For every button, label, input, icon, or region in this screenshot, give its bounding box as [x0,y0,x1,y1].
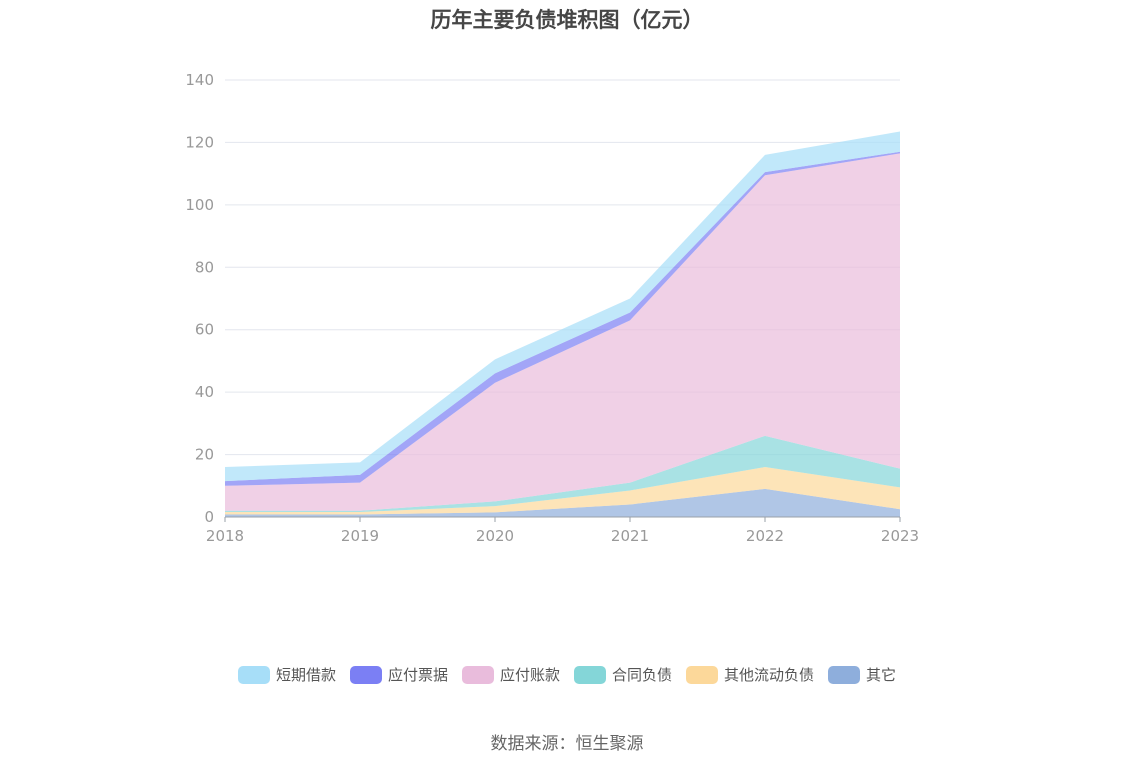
legend-swatch [574,665,606,684]
legend-swatch [828,665,861,684]
legend-label: 其它 [866,666,897,684]
chart-legend: 短期借款 应付票据 应付账款 合同负债 其他流动负债 其它 [0,664,1134,685]
data-source-note: 数据来源：恒生聚源 [490,734,644,754]
legend-item-others[interactable]: 其它 [828,664,896,685]
legend-label: 合同负债 [612,666,673,684]
y-tick-label: 140 [185,71,214,89]
y-tick-label: 20 [195,446,214,464]
legend-label: 应付票据 [387,666,448,684]
area-series-应付账款 [225,153,900,511]
legend-swatch [237,665,270,684]
area-series-合同负债 [225,435,900,513]
legend-label: 应付账款 [499,666,560,684]
legend-item-short-term-loans[interactable]: 短期借款 [237,664,336,685]
x-tick-label: 2021 [611,527,649,545]
y-tick-label: 60 [195,321,214,339]
x-tick-label: 2019 [341,527,379,545]
x-tick-label: 2022 [746,527,784,545]
y-tick-label: 80 [195,258,214,276]
legend-item-accounts-payable[interactable]: 应付账款 [461,664,560,685]
x-tick-label: 2018 [206,527,244,545]
y-tick-label: 40 [195,383,214,401]
y-tick-label: 120 [185,133,214,151]
legend-item-notes-payable[interactable]: 应付票据 [349,664,448,685]
x-tick-label: 2020 [476,527,514,545]
y-tick-label: 0 [204,508,214,526]
legend-swatch [349,665,382,684]
legend-label: 短期借款 [275,666,336,684]
area-series-其他流动负债 [225,467,900,515]
chart-title: 历年主要负债堆积图（亿元） [430,8,704,32]
legend-item-contract-liabilities[interactable]: 合同负债 [574,664,672,685]
legend-item-other-current-liabilities[interactable]: 其他流动负债 [686,664,814,685]
x-tick-label: 2023 [881,527,919,545]
legend-swatch [461,665,494,684]
area-series-其它 [225,488,900,517]
legend-swatch [686,665,719,684]
legend-label: 其他流动负债 [724,666,815,684]
y-tick-label: 100 [185,196,214,214]
